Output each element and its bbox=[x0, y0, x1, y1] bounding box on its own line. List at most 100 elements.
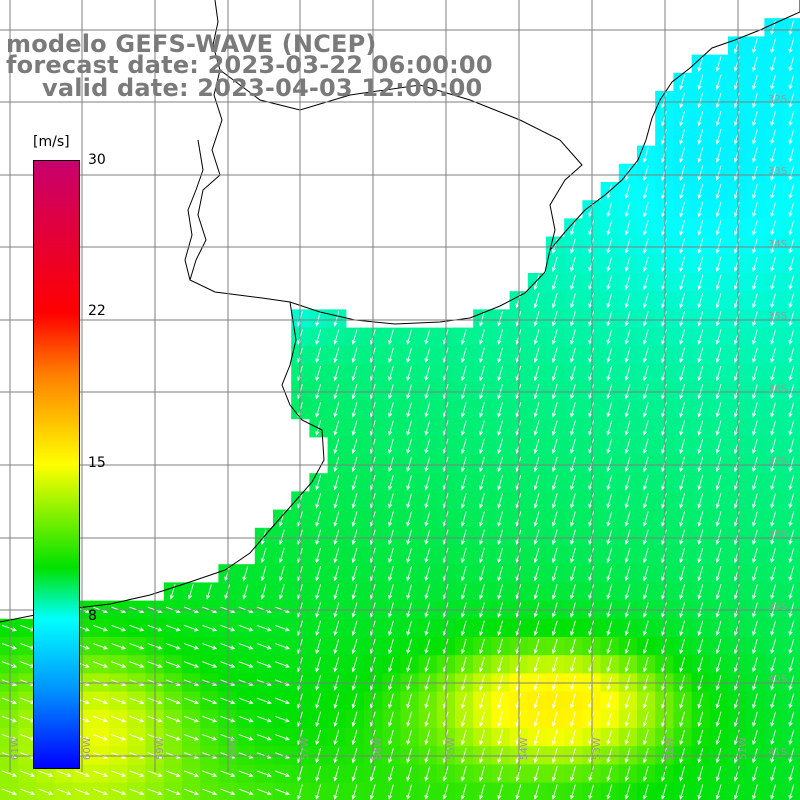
wind-arrow bbox=[388, 565, 394, 582]
wind-arrow bbox=[388, 456, 394, 473]
wind-arrow bbox=[752, 274, 758, 291]
wind-arrow bbox=[715, 220, 722, 236]
wind-arrow bbox=[661, 220, 667, 236]
wind-arrow bbox=[551, 584, 558, 600]
wind-arrow bbox=[256, 697, 272, 705]
wind-arrow bbox=[388, 711, 394, 728]
wind-arrow bbox=[220, 788, 236, 796]
wind-cell bbox=[127, 782, 147, 800]
wind-arrow bbox=[679, 620, 686, 637]
wind-arrow bbox=[715, 620, 722, 637]
wind-arrow bbox=[715, 183, 722, 200]
wind-arrow bbox=[752, 511, 758, 527]
wind-arrow bbox=[697, 638, 704, 655]
wind-arrow bbox=[661, 420, 667, 436]
wind-arrow bbox=[770, 438, 777, 455]
wind-arrow bbox=[424, 347, 431, 364]
wind-arrow bbox=[20, 788, 36, 796]
wind-arrow bbox=[424, 493, 431, 509]
wind-arrow bbox=[351, 711, 358, 728]
wind-arrow bbox=[388, 747, 394, 764]
wind-arrow bbox=[497, 656, 504, 673]
wind-arrow bbox=[788, 74, 795, 91]
wind-arrow bbox=[238, 715, 254, 723]
wind-arrow bbox=[642, 329, 649, 345]
wind-arrow bbox=[570, 274, 576, 291]
wind-arrow bbox=[661, 711, 667, 728]
wind-arrow bbox=[624, 729, 631, 746]
wind-arrow bbox=[533, 292, 540, 309]
wind-arrow bbox=[624, 383, 631, 400]
model-title: modelo GEFS-WAVE (NCEP) bbox=[6, 30, 377, 58]
wind-arrow bbox=[497, 420, 504, 436]
wind-arrow bbox=[533, 347, 540, 364]
wind-arrow bbox=[788, 183, 795, 200]
wind-arrow bbox=[406, 347, 413, 364]
wind-arrow bbox=[788, 110, 795, 127]
latitude-label: 40S bbox=[768, 674, 787, 685]
wind-arrow bbox=[770, 766, 777, 782]
wind-arrow bbox=[424, 565, 431, 582]
wind-arrow bbox=[606, 201, 613, 218]
wind-arrow bbox=[497, 474, 504, 491]
wind-arrow bbox=[788, 656, 795, 673]
wind-arrow bbox=[315, 547, 322, 564]
wind-arrow bbox=[533, 547, 540, 564]
wind-cell bbox=[163, 782, 183, 800]
wind-arrow bbox=[788, 19, 795, 36]
wind-arrow bbox=[183, 643, 200, 650]
wind-arrow bbox=[697, 311, 704, 327]
wind-arrow bbox=[624, 456, 631, 473]
wind-arrow bbox=[770, 693, 777, 709]
wind-arrow bbox=[92, 697, 109, 705]
wind-arrow bbox=[38, 788, 54, 796]
wind-arrow bbox=[770, 511, 777, 527]
wind-arrow bbox=[92, 788, 109, 796]
wind-arrow bbox=[788, 311, 795, 327]
wind-arrow bbox=[770, 92, 777, 109]
wind-arrow bbox=[479, 493, 485, 509]
wind-arrow bbox=[533, 620, 540, 637]
wind-arrow bbox=[315, 729, 322, 746]
wind-arrow bbox=[715, 74, 722, 91]
wind-arrow bbox=[606, 347, 613, 364]
wind-arrow bbox=[165, 734, 181, 741]
wind-arrow bbox=[202, 661, 218, 668]
wind-arrow bbox=[111, 788, 127, 796]
wind-arrow bbox=[315, 474, 322, 491]
wind-arrow bbox=[715, 383, 722, 400]
wind-arrow bbox=[242, 584, 249, 600]
wind-arrow bbox=[642, 547, 649, 564]
wind-arrow bbox=[661, 256, 667, 273]
wind-arrow bbox=[752, 529, 758, 546]
wind-cell bbox=[200, 782, 219, 800]
wind-arrow bbox=[533, 747, 540, 764]
wind-arrow bbox=[661, 292, 667, 309]
wind-arrow bbox=[642, 274, 649, 291]
wind-arrow bbox=[697, 420, 704, 436]
wind-arrow bbox=[752, 201, 758, 218]
wind-arrow bbox=[274, 643, 291, 650]
wind-arrow bbox=[497, 347, 504, 364]
wind-arrow bbox=[424, 656, 431, 673]
wind-arrow bbox=[551, 292, 558, 309]
wind-arrow bbox=[642, 456, 649, 473]
wind-arrow bbox=[315, 565, 322, 582]
wind-arrow bbox=[406, 529, 413, 546]
wind-arrow bbox=[333, 656, 340, 673]
wind-arrow bbox=[551, 784, 558, 800]
wind-arrow bbox=[642, 729, 649, 746]
wind-arrow bbox=[752, 147, 758, 163]
wind-arrow bbox=[606, 292, 613, 309]
wind-arrow bbox=[697, 129, 704, 145]
wind-arrow bbox=[715, 747, 722, 764]
wind-arrow bbox=[111, 661, 127, 668]
wind-arrow bbox=[497, 584, 504, 600]
wind-arrow bbox=[256, 788, 272, 796]
wind-arrow bbox=[406, 784, 413, 800]
wind-arrow bbox=[606, 693, 613, 709]
wind-arrow bbox=[642, 201, 649, 218]
wind-arrow bbox=[661, 402, 667, 418]
wind-arrow bbox=[406, 365, 413, 382]
wind-arrow bbox=[460, 456, 467, 473]
